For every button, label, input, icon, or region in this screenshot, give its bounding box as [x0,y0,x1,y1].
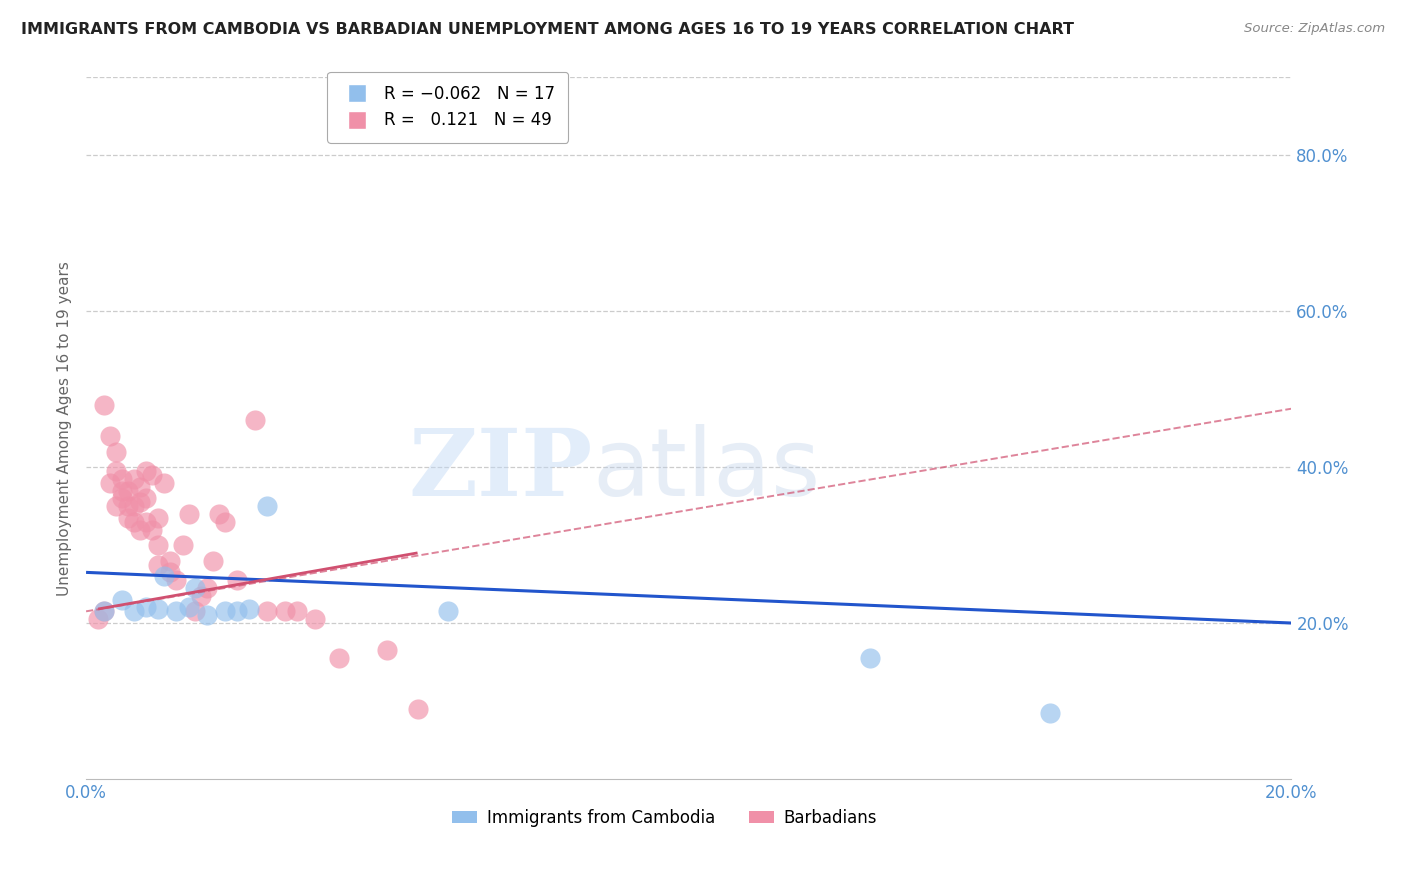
Point [105,499,128,513]
Point [141,467,163,482]
Point [117,499,139,513]
Point [159,566,181,580]
Point [166,573,188,587]
Point [159,554,181,568]
Point [135,464,157,478]
Point [93,398,115,412]
Point [153,569,176,583]
Point [135,491,157,506]
Point [87,612,110,626]
Y-axis label: Unemployment Among Ages 16 to 19 years: Unemployment Among Ages 16 to 19 years [58,260,72,596]
Legend: Immigrants from Cambodia, Barbadians: Immigrants from Cambodia, Barbadians [446,803,884,834]
Point [328,651,350,665]
Point [148,511,170,525]
Point [124,604,146,618]
Point [208,507,231,521]
Point [238,602,260,616]
Point [214,515,236,529]
Point [141,523,163,537]
Point [111,483,134,498]
Point [177,507,200,521]
Point [129,523,152,537]
Point [274,604,297,618]
Point [183,604,205,618]
Point [172,538,194,552]
Point [111,491,134,506]
Point [225,573,247,587]
Point [195,608,218,623]
Point [135,600,157,615]
Point [153,475,176,490]
Point [111,592,134,607]
Point [129,480,152,494]
Point [214,604,236,618]
Point [111,472,134,486]
Point [166,604,188,618]
Point [124,515,146,529]
Text: ZIP: ZIP [408,425,592,516]
Point [304,612,326,626]
Point [98,429,121,443]
Point [124,499,146,513]
Point [93,604,115,618]
Point [436,604,458,618]
Point [98,475,121,490]
Point [256,499,278,513]
Point [105,464,128,478]
Point [148,558,170,572]
Point [129,495,152,509]
Point [148,538,170,552]
Text: IMMIGRANTS FROM CAMBODIA VS BARBADIAN UNEMPLOYMENT AMONG AGES 16 TO 19 YEARS COR: IMMIGRANTS FROM CAMBODIA VS BARBADIAN UN… [21,22,1074,37]
Text: atlas: atlas [592,425,821,516]
Point [285,604,308,618]
Point [117,511,139,525]
Point [124,472,146,486]
Point [148,602,170,616]
Point [243,413,266,427]
Point [135,515,157,529]
Point [105,444,128,458]
Point [377,643,399,657]
Point [225,604,247,618]
Point [858,651,880,665]
Point [93,604,115,618]
Point [117,483,139,498]
Point [190,589,212,603]
Point [183,581,205,595]
Text: Source: ZipAtlas.com: Source: ZipAtlas.com [1244,22,1385,36]
Point [1039,706,1062,720]
Point [177,600,200,615]
Point [195,581,218,595]
Point [256,604,278,618]
Point [406,702,429,716]
Point [201,554,224,568]
